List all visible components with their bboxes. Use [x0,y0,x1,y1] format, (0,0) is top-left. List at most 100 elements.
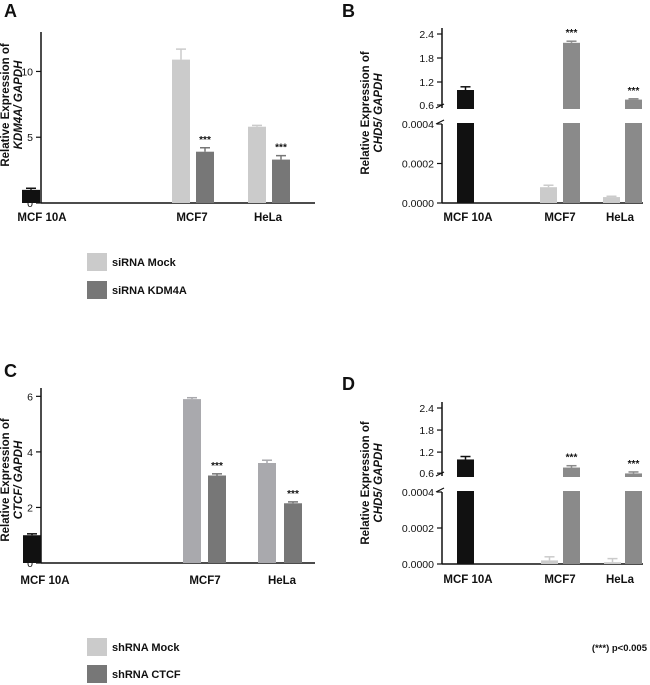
bar-control [457,90,474,203]
chart-a: 0 5 10 MCF 10A MCF7 HeLa *** *** [17,32,315,224]
y-tick-label: 10 [21,66,33,78]
significance-marker: *** [287,489,299,500]
y-tick-label: 4 [27,447,33,459]
x-category-label: MCF 10A [17,212,66,224]
bar-sirna-mock [172,59,190,203]
x-category-label: MCF 10A [443,212,492,224]
legend-label-shrna-mock: shRNA Mock [112,642,180,654]
x-category-label: MCF7 [544,574,575,586]
bar-shrna-mock [183,399,201,563]
panel-label-c: C [4,361,17,381]
chart-d: 0.0000 0.0002 0.0004 0.6 1.2 1.8 2.4 MCF 10A MCF… [402,402,643,586]
bar-shrna-mock [258,463,276,563]
y-tick-label: 1.8 [419,53,434,65]
bar-shrna-ctcf [208,475,226,563]
bar-break-gap [624,109,643,123]
x-category-label: HeLa [606,574,635,586]
axis-break-mark [435,103,445,109]
legend-label-shrna-ctcf: shRNA CTCF [112,669,181,681]
y-tick-label: 0 [27,198,33,210]
bar-control [22,189,40,203]
x-category-label: MCF7 [176,212,207,224]
y-tick-label: 0.0002 [402,523,434,535]
svg-text:Relative Expression of: Relative Expression of [360,421,372,545]
legend-top: siRNA Mock siRNA KDM4A [87,253,187,299]
svg-text:CHD5/ GAPDH: CHD5/ GAPDH [373,443,385,523]
y-axis-label-c: Relative Expression of CTCF/ GAPDH [0,418,25,542]
bar-break-gap [562,477,581,491]
bar-shrna-ctcf [284,503,302,563]
significance-marker: *** [211,461,223,472]
y-tick-label: 0.0002 [402,159,434,171]
y-tick-label: 0.0000 [402,559,434,571]
x-category-label: HeLa [254,212,283,224]
bar-sirna-mock [603,197,620,203]
y-axis-label-d: Relative Expression of CHD5/ GAPDH [360,421,385,545]
bar-break-gap [456,109,475,123]
bar-sirna-mock [248,126,266,203]
x-category-label: HeLa [606,212,635,224]
significance-marker: *** [275,143,287,154]
axis-break-mark [435,471,445,477]
bar-sirna-kdm4a [196,151,214,203]
significance-marker: *** [199,135,211,146]
axis-break-mark [435,119,445,125]
svg-text:Relative Expression of: Relative Expression of [0,418,12,542]
y-tick-label: 1.8 [419,425,434,437]
y-tick-label: 0.0004 [402,487,434,499]
legend-swatch-mock [87,638,107,656]
bar-break-gap [624,477,643,491]
y-tick-label: 2.4 [419,403,434,415]
significance-footnote: (***) p<0.005 [592,643,648,654]
legend-swatch-mock [87,253,107,271]
chart-b: 0.0000 0.0002 0.0004 0.6 1.2 1.8 2.4 MCF 10A MCF… [402,28,643,224]
bar-sirna-kdm4a [272,159,290,203]
axis-break-mark [435,487,445,493]
y-tick-label: 0 [27,558,33,570]
svg-text:Relative Expression of: Relative Expression of [0,43,12,167]
significance-marker: *** [628,459,640,470]
svg-text:Relative Expression of: Relative Expression of [360,51,372,175]
panel-label-a: A [4,1,17,21]
panel-label-b: B [342,1,355,21]
panel-label-d: D [342,374,355,394]
x-category-label: HeLa [268,575,297,587]
y-tick-label: 6 [27,391,33,403]
y-tick-label: 0.6 [419,468,434,480]
y-tick-label: 2.4 [419,29,434,41]
svg-text:CTCF/ GAPDH: CTCF/ GAPDH [13,440,25,519]
significance-marker: *** [566,453,578,464]
bar-shrna-ctcf [563,467,580,564]
y-tick-label: 0.0000 [402,198,434,210]
significance-marker: *** [566,28,578,39]
bar-control [23,535,41,563]
y-axis-label-a: Relative Expression of KDM4A/ GAPDH [0,43,25,167]
svg-text:KDM4A/ GAPDH: KDM4A/ GAPDH [13,60,25,150]
y-tick-label: 0.6 [419,100,434,112]
legend-label-sirna-kdm4a: siRNA KDM4A [112,285,187,297]
x-category-label: MCF7 [189,575,220,587]
x-category-label: MCF 10A [20,575,69,587]
legend-swatch-knockdown [87,665,107,683]
x-category-label: MCF 10A [443,574,492,586]
y-tick-label: 1.2 [419,447,434,459]
svg-text:CHD5/ GAPDH: CHD5/ GAPDH [373,73,385,153]
legend-swatch-knockdown [87,281,107,299]
chart-c: 0 2 4 6 MCF 10A MCF7 HeLa *** *** [20,388,315,587]
y-tick-label: 1.2 [419,77,434,89]
x-category-label: MCF7 [544,212,575,224]
bar-sirna-mock [540,187,557,203]
y-axis-label-b: Relative Expression of CHD5/ GAPDH [360,51,385,175]
bar-shrna-mock [541,560,558,564]
bar-break-gap [456,477,475,491]
bar-sirna-kdm4a [625,99,642,203]
significance-marker: *** [628,86,640,97]
bar-shrna-ctcf [625,473,642,564]
y-tick-label: 2 [27,502,33,514]
bar-shrna-mock [604,562,621,564]
bar-control [457,459,474,564]
y-tick-label: 5 [27,132,33,144]
bar-break-gap [562,109,581,123]
legend-bottom: shRNA Mock shRNA CTCF [87,638,181,683]
